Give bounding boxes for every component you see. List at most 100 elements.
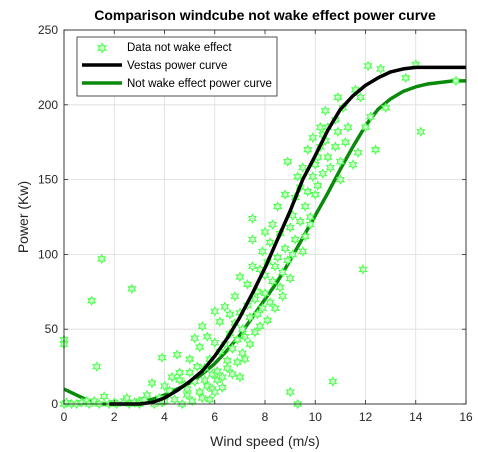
scatter-point	[313, 180, 323, 191]
legend-label-vestas: Vestas power curve	[127, 60, 227, 72]
vestas-power-curve	[109, 65, 466, 406]
scatter-point	[232, 334, 242, 345]
scatter-point	[348, 159, 358, 170]
scatter-point	[335, 156, 345, 167]
scatter-point	[210, 337, 220, 348]
scatter-point	[257, 246, 268, 257]
scatter-point	[288, 249, 298, 260]
scatter-point	[290, 234, 300, 245]
scatter-point	[92, 361, 102, 372]
scatter-point	[303, 186, 313, 197]
x-tick-label: 0	[61, 410, 68, 424]
scatter-point	[340, 136, 350, 148]
x-tick-label: 4	[161, 410, 168, 424]
legend: Data not wake effect Vestas power curve …	[76, 36, 278, 97]
scatter-point	[247, 261, 257, 272]
x-tick-label: 16	[459, 410, 473, 424]
x-tick-label: 10	[309, 410, 323, 424]
x-tick-label: 12	[359, 410, 373, 424]
scatter-point	[305, 211, 315, 223]
chart-title: Comparison windcube not wake effect powe…	[94, 7, 436, 23]
scatter-point	[202, 331, 212, 342]
y-tick-label: 250	[38, 23, 58, 37]
x-axis-label: Wind speed (m/s)	[210, 433, 320, 449]
scatter-point	[295, 216, 305, 227]
x-tick-label: 8	[262, 410, 269, 424]
scatter-point	[87, 295, 97, 307]
scatter-point	[215, 316, 225, 327]
scatter-point	[172, 349, 182, 360]
scatter-point	[61, 397, 72, 408]
scatter-point	[323, 151, 333, 163]
scatter-point	[97, 253, 107, 265]
legend-marker-scatter	[97, 42, 107, 54]
scatter-point	[318, 168, 328, 179]
scatter-point	[257, 302, 268, 314]
scatter-point	[182, 389, 192, 401]
scatter-point	[159, 380, 170, 392]
scatter-point	[370, 144, 381, 155]
scatter-point	[227, 368, 237, 380]
scatter-point	[283, 156, 293, 167]
scatter-point	[232, 356, 242, 368]
scatter-point	[273, 252, 283, 263]
scatter-point	[280, 189, 290, 200]
scatter-point	[283, 255, 293, 266]
x-tick-label: 2	[111, 410, 118, 424]
scatter-point	[235, 371, 245, 383]
scatter-point	[330, 141, 340, 152]
grid	[64, 30, 466, 404]
scatter-point	[335, 174, 345, 185]
y-tick-label: 100	[38, 247, 58, 261]
scatter-point	[252, 308, 263, 320]
scatter-point	[187, 395, 197, 407]
y-tick-label: 50	[45, 322, 59, 336]
scatter-point	[260, 226, 270, 238]
scatter-point	[197, 320, 207, 332]
scatter-point	[278, 267, 288, 278]
x-tick-label: 14	[409, 410, 423, 424]
scatter-point	[175, 374, 185, 386]
scatter-point	[333, 126, 343, 138]
scatter-point	[401, 72, 411, 84]
scatter-point	[308, 171, 318, 182]
scatter-point	[298, 162, 308, 173]
scatter-point	[285, 222, 295, 233]
scatter-point	[245, 338, 255, 350]
y-axis-label: Power (Kw)	[15, 181, 31, 253]
scatter-point	[230, 291, 240, 302]
scatter-point	[358, 264, 368, 275]
scatter-point	[185, 367, 195, 378]
scatter-point	[247, 234, 257, 245]
scatter-point	[285, 273, 295, 284]
scatter-point	[355, 92, 366, 103]
scatter-point	[416, 126, 426, 138]
scatter-point	[320, 135, 330, 146]
scatter-point	[267, 219, 278, 230]
scatter-point	[222, 362, 232, 374]
scatter-point	[240, 353, 250, 365]
scatter-point	[147, 377, 157, 389]
scatter-point	[250, 326, 260, 338]
scatter-point	[157, 352, 167, 363]
scatter-point	[320, 105, 330, 117]
scatter-point	[353, 147, 363, 158]
scatter-point	[142, 389, 152, 401]
scatter-point	[270, 302, 280, 314]
scatter-point	[89, 395, 99, 407]
scatter-point	[185, 353, 195, 365]
scatter-point	[260, 288, 270, 299]
scatter-point	[273, 201, 283, 212]
axis-ticks: 0 2 4 6 8 10 12 14 16 0 50 100 150 200 250	[38, 23, 473, 424]
scatter-point	[365, 111, 376, 123]
scatter-point	[328, 376, 338, 387]
scatter-point	[255, 320, 265, 332]
scatter-point	[293, 171, 303, 182]
scatter-point	[451, 75, 461, 87]
scatter-point	[220, 301, 230, 313]
scatter-point	[381, 102, 391, 114]
scatter-point	[195, 341, 205, 353]
scatter-point	[225, 308, 235, 320]
